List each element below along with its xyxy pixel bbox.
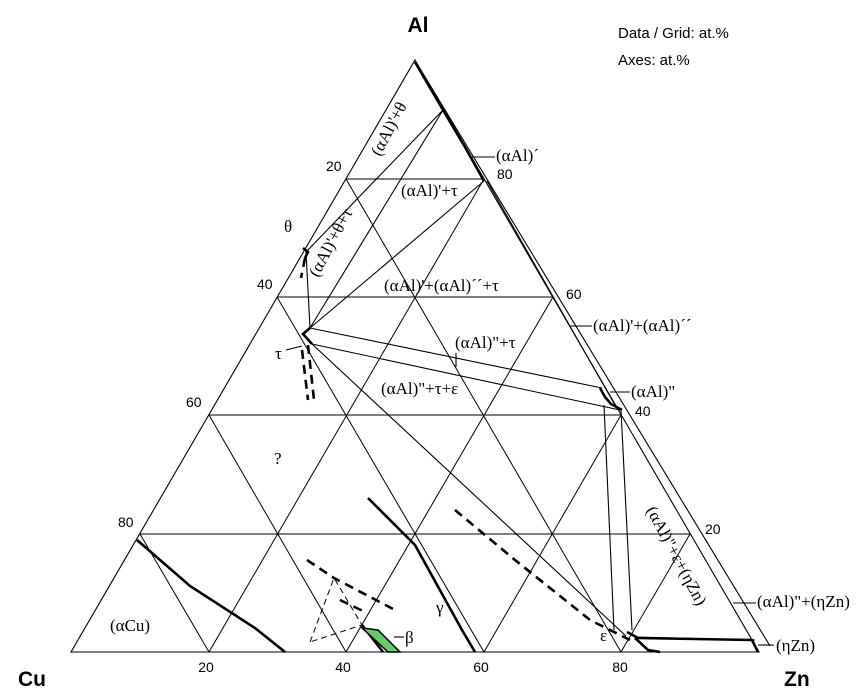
- corner-label-cu: Cu: [18, 668, 46, 691]
- triangle-outline: [70, 58, 760, 653]
- bottom-tick-80: 80: [612, 659, 628, 675]
- corner-label-zn: Zn: [784, 668, 810, 691]
- bottom-tick-40: 40: [335, 659, 351, 675]
- bottom-tick-20: 20: [198, 659, 214, 675]
- phase-label-unknown: ?: [274, 449, 282, 468]
- phase-label-al-prime: (αAl)´: [496, 146, 539, 165]
- bottom-tick-60: 60: [473, 659, 489, 675]
- right-tick-80: 80: [497, 166, 513, 182]
- left-tick-20: 20: [326, 158, 342, 174]
- phase-label-al-al: (αAl)'+(αAl)´´: [593, 316, 691, 335]
- data-grid-note: Data / Grid: at.%: [618, 25, 729, 42]
- phase-label-eta: (ηZn): [776, 636, 815, 655]
- leader-lines: [285, 156, 774, 646]
- left-tick-60: 60: [186, 394, 202, 410]
- right-tick-60: 60: [566, 286, 582, 302]
- axes-note: Axes: at.%: [618, 52, 690, 69]
- right-tick-40: 40: [635, 403, 651, 419]
- phase-label-alpha-cu: (αCu): [110, 616, 150, 635]
- phase-label-epsilon: ε: [600, 626, 607, 645]
- right-tick-20: 20: [705, 521, 721, 537]
- phase-label-al2-eta: (αAl)"+(ηZn): [757, 592, 850, 611]
- phase-label-theta: θ: [284, 217, 292, 236]
- phase-label-al2-tau: (αAl)"+τ: [455, 333, 516, 352]
- beta-region: [359, 626, 402, 653]
- phase-label-beta: β: [405, 628, 414, 647]
- phase-boundaries-thick: [136, 61, 760, 654]
- phase-label-tau: τ: [275, 344, 282, 363]
- phase-label-gamma: γ: [435, 598, 444, 617]
- phase-label-al2-tau-eps: (αAl)"+τ+ε: [381, 379, 458, 398]
- phase-label-al-theta-tau: (αAl)'+θ+τ: [305, 205, 357, 280]
- left-tick-80: 80: [118, 514, 134, 530]
- corner-label-al: Al: [408, 14, 429, 37]
- phase-label-al-tau: (αAl)'+τ: [401, 181, 458, 200]
- phase-label-al2-eps-eta: (αAl)"+ε+(ηZn): [642, 503, 710, 609]
- phase-label-al-al-tau: (αAl)'+(αAl)´´+τ: [384, 276, 499, 295]
- phase-boundaries-dashed: [299, 257, 631, 643]
- grid-lines: [139, 178, 691, 653]
- left-tick-40: 40: [257, 276, 273, 292]
- phase-label-al2: (αAl)": [631, 382, 675, 401]
